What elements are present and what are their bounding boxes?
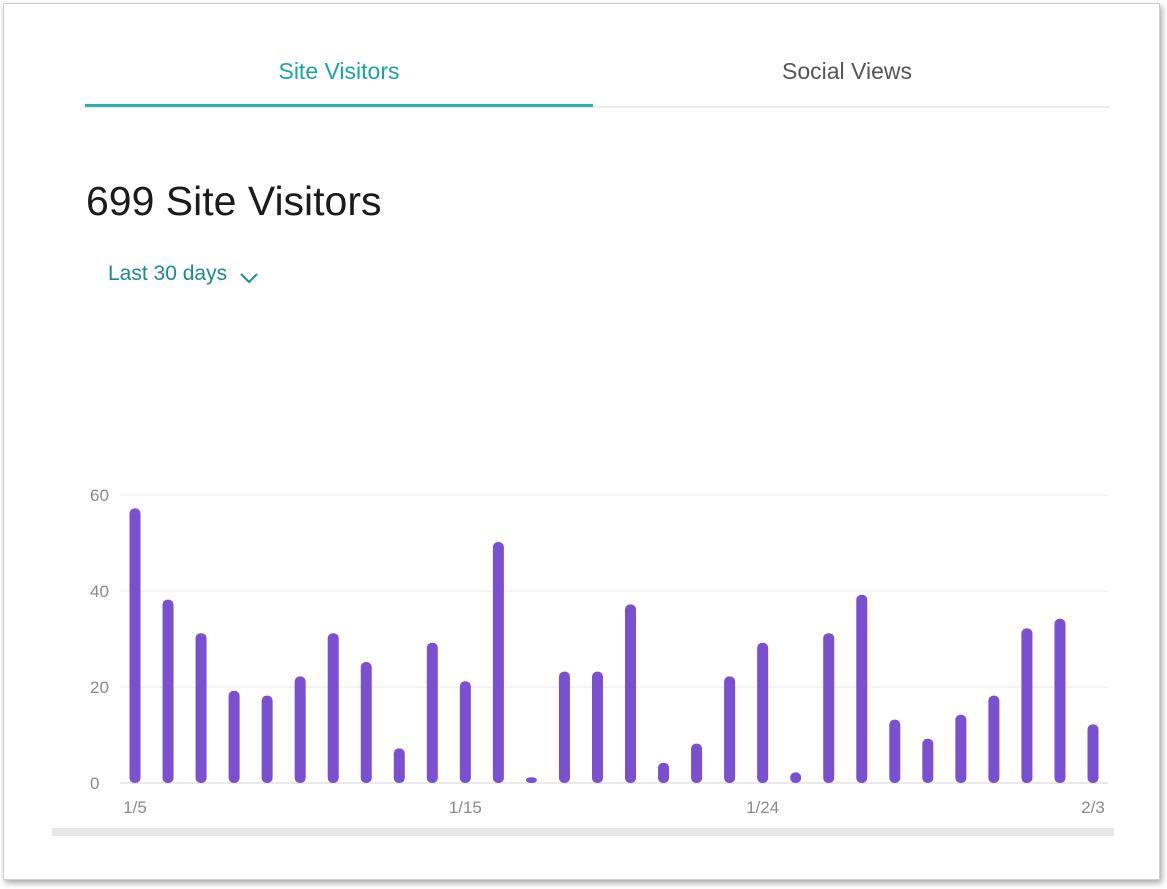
page-title: 699 Site Visitors: [86, 178, 382, 225]
chart-scrollbar[interactable]: [52, 828, 1114, 836]
tab-bar: Site Visitors Social Views: [85, 48, 1110, 108]
active-tab-indicator: [85, 104, 593, 107]
date-range-dropdown[interactable]: Last 30 days: [108, 262, 259, 286]
chevron-down-icon: [239, 267, 259, 281]
analytics-card: [3, 3, 1160, 880]
tab-site-visitors[interactable]: Site Visitors: [85, 58, 593, 85]
date-range-label: Last 30 days: [108, 262, 227, 286]
tab-social-views[interactable]: Social Views: [593, 58, 1101, 85]
